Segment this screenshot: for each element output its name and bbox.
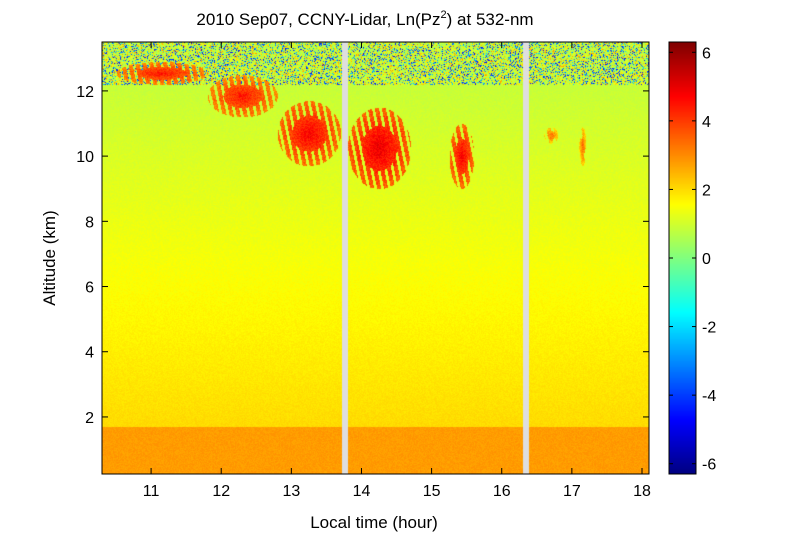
y-axis: 2 4 6 8 10 12	[76, 84, 649, 427]
x-tick-label: 14	[353, 483, 371, 500]
colorbar-tick-label: 4	[702, 114, 711, 131]
colorbar-axis: 6 4 2 0 -2 -4 -6	[669, 45, 716, 474]
x-tick-label: 11	[143, 483, 160, 500]
y-axis-label: Altitude (km)	[40, 210, 59, 305]
y-tick-label: 2	[85, 410, 94, 427]
colorbar-tick-label: -2	[702, 320, 716, 337]
y-tick-label: 4	[85, 345, 94, 362]
y-tick-label: 12	[76, 84, 94, 101]
colorbar-tick-label: 0	[702, 251, 711, 268]
x-tick-label: 13	[282, 483, 300, 500]
y-tick-label: 6	[85, 280, 94, 297]
y-tick-label: 10	[76, 149, 94, 166]
x-tick-label: 17	[563, 483, 581, 500]
plot-frame	[101, 41, 650, 475]
chart-title: 2010 Sep07, CCNY-Lidar, Ln(Pz2) at 532-n…	[196, 9, 533, 29]
x-tick-label: 16	[493, 483, 511, 500]
colorbar-tick-label: -4	[702, 388, 716, 405]
x-tick-label: 15	[423, 483, 441, 500]
colorbar-tick-label: -6	[702, 457, 716, 474]
title-superscript: 2	[441, 9, 447, 21]
colorbar	[669, 42, 696, 474]
y-tick-label: 8	[85, 214, 94, 231]
x-axis: 11 12 13 14 15 16 17 18	[143, 42, 651, 500]
x-tick-label: 12	[212, 483, 230, 500]
colorbar-tick-label: 6	[702, 45, 711, 62]
x-tick-label: 18	[633, 483, 651, 500]
colorbar-tick-label: 2	[702, 182, 711, 199]
x-axis-label: Local time (hour)	[310, 513, 438, 532]
lidar-heatmap	[102, 42, 649, 474]
